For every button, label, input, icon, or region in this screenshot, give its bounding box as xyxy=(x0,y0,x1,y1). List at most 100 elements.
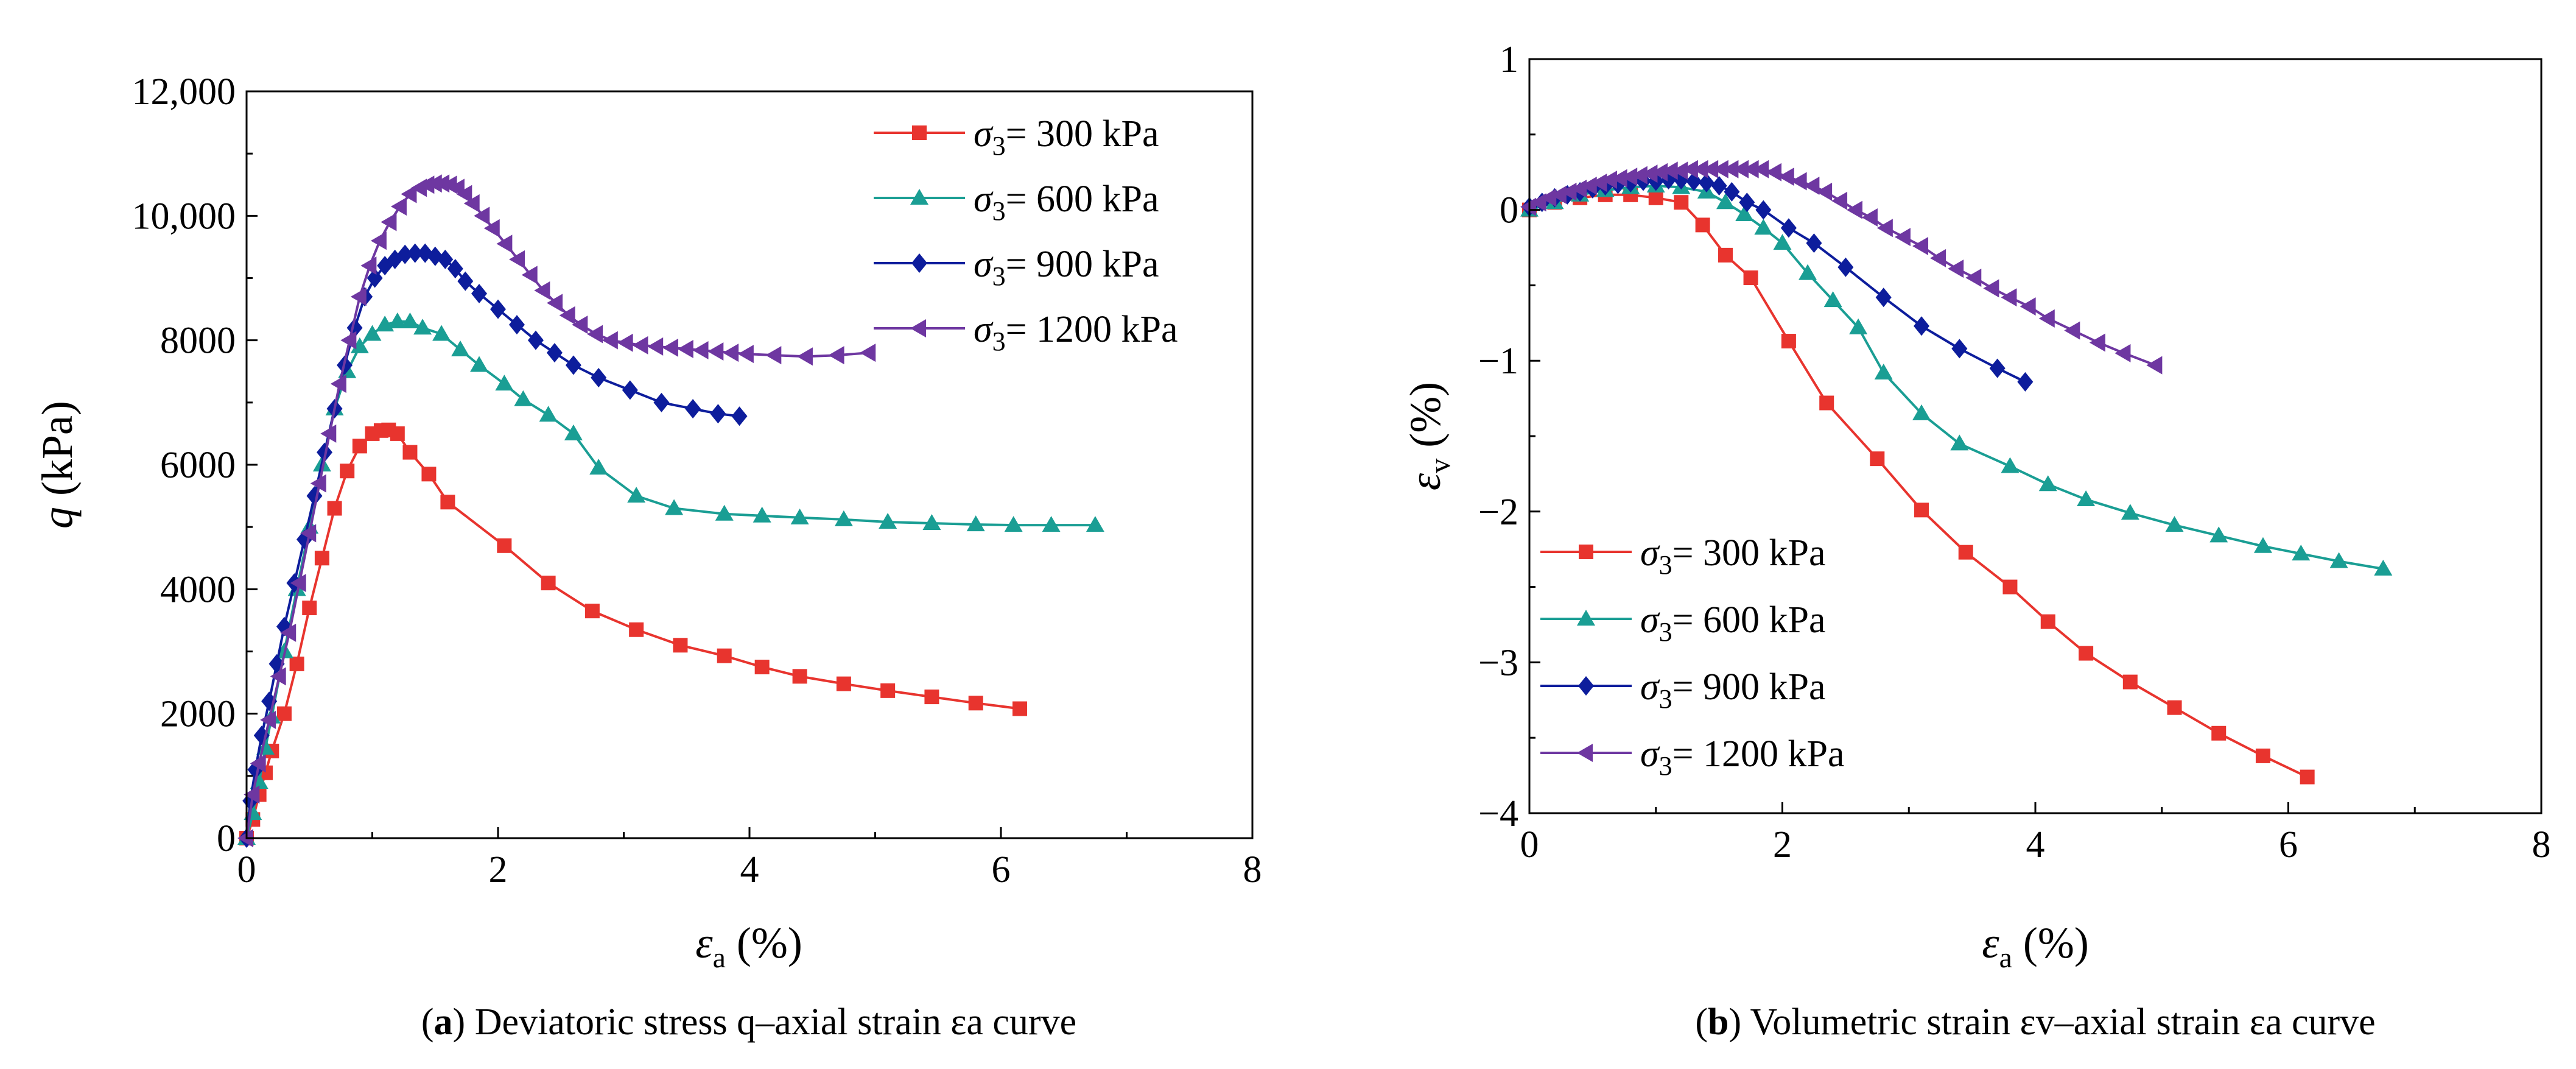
data-point-b-2 xyxy=(1739,192,1755,213)
chart-b-x-axis-title: εa (%) xyxy=(1982,919,2089,974)
data-point-a-1 xyxy=(401,312,419,329)
chart-a-legend: σ3= 300 kPa σ3= 600 kPa σ3= 900 kPa σ3= 120… xyxy=(874,113,1178,356)
data-point-a-3 xyxy=(320,424,337,443)
data-point-a-3 xyxy=(534,281,550,300)
data-point-a-3 xyxy=(360,256,377,275)
legend-label-a-2: σ3= 900 kPa xyxy=(974,244,1159,291)
data-point-a-3 xyxy=(483,219,500,238)
data-point-b-1 xyxy=(2292,545,2311,561)
data-point-b-3 xyxy=(1692,160,1708,178)
data-point-b-1 xyxy=(2374,559,2393,576)
data-point-a-3 xyxy=(828,346,844,365)
data-point-b-3 xyxy=(1846,200,1862,219)
data-point-a-3 xyxy=(587,325,603,344)
data-point-a-3 xyxy=(521,266,538,284)
data-point-b-2 xyxy=(1711,175,1727,196)
data-point-b-3 xyxy=(2089,333,2105,352)
data-point-b-2 xyxy=(1755,200,1772,220)
data-point-a-1 xyxy=(413,319,432,335)
series-line-a-2 xyxy=(245,252,740,839)
data-point-a-2 xyxy=(437,249,454,269)
chart-b-caption: (b) Volumetric strain εv–axial strain εa… xyxy=(1695,1001,2375,1043)
data-point-b-1 xyxy=(2038,475,2057,492)
data-point-a-3 xyxy=(509,250,525,269)
data-point-a-3 xyxy=(280,623,297,642)
data-point-a-3 xyxy=(418,175,435,194)
series-line-a-1 xyxy=(245,320,1095,839)
legend-marker-a-1 xyxy=(910,189,928,205)
data-point-b-0 xyxy=(1695,217,1710,233)
data-point-b-0 xyxy=(1743,270,1758,286)
legend-label-a-3: σ3= 1200 kPa xyxy=(974,309,1178,356)
data-point-b-3 xyxy=(1662,161,1678,180)
data-point-b-1 xyxy=(1773,234,1792,250)
data-point-a-1 xyxy=(834,510,853,526)
chart-a-y-tick-label: 12,000 xyxy=(132,71,236,113)
chart-a-x-tick-label: 8 xyxy=(1243,849,1262,891)
data-point-a-3 xyxy=(707,342,724,361)
data-point-b-3 xyxy=(2020,297,2036,316)
chart-a-y-tick-label: 0 xyxy=(217,818,236,859)
data-point-b-2 xyxy=(1724,182,1740,202)
data-point-b-0 xyxy=(1958,545,1973,560)
data-point-a-3 xyxy=(433,174,450,193)
data-point-b-2 xyxy=(1780,218,1797,238)
data-point-a-2 xyxy=(397,244,413,264)
data-point-a-0 xyxy=(276,706,292,721)
data-point-a-3 xyxy=(860,344,876,362)
data-point-b-0 xyxy=(2167,700,2182,715)
data-point-a-0 xyxy=(314,551,329,566)
data-point-b-3 xyxy=(1682,160,1698,178)
data-point-a-0 xyxy=(1012,701,1027,716)
chart-b-x-tick-label: 8 xyxy=(2532,824,2551,866)
data-point-a-1 xyxy=(564,424,583,440)
data-point-b-3 xyxy=(1601,171,1617,189)
data-point-b-1 xyxy=(1735,205,1754,222)
chart-a-x-tick-label: 4 xyxy=(740,849,759,891)
data-point-a-3 xyxy=(602,331,618,350)
data-point-b-3 xyxy=(1816,182,1833,201)
legend-marker-b-0 xyxy=(1579,545,1593,559)
data-point-b-3 xyxy=(2114,344,2131,362)
data-point-a-0 xyxy=(390,426,405,441)
data-point-a-1 xyxy=(1004,516,1023,532)
series-line-b-2 xyxy=(1529,178,2026,383)
data-point-a-2 xyxy=(447,259,463,279)
data-point-b-3 xyxy=(1722,160,1739,178)
data-point-a-0 xyxy=(880,683,896,698)
legend-label-b-3: σ3= 1200 kPa xyxy=(1640,733,1845,781)
data-point-b-1 xyxy=(1754,219,1773,235)
data-point-b-2 xyxy=(2017,372,2034,392)
data-point-a-0 xyxy=(541,576,556,591)
data-point-b-0 xyxy=(2079,646,2094,661)
legend-marker-a-0 xyxy=(912,125,927,140)
data-point-a-2 xyxy=(731,406,748,426)
data-point-a-0 xyxy=(754,660,770,675)
data-point-b-3 xyxy=(1930,249,1946,267)
chart-b-series-layer xyxy=(1520,160,2393,785)
data-point-a-2 xyxy=(471,284,488,304)
chart-a-caption: (a) Deviatoric stress q–axial strain εa … xyxy=(421,1001,1076,1043)
data-point-b-0 xyxy=(2300,769,2315,785)
data-point-a-0 xyxy=(924,690,939,705)
data-point-a-3 xyxy=(290,574,306,593)
data-point-b-1 xyxy=(1823,291,1842,308)
data-point-b-3 xyxy=(2064,321,2080,340)
data-point-a-1 xyxy=(495,375,514,391)
data-point-a-1 xyxy=(966,515,985,532)
data-point-a-2 xyxy=(508,315,525,335)
data-point-b-3 xyxy=(1540,188,1557,207)
legend-label-a-0: σ3= 300 kPa xyxy=(974,113,1159,161)
data-point-a-0 xyxy=(340,464,355,479)
data-point-a-2 xyxy=(490,299,506,319)
data-point-a-2 xyxy=(457,271,474,291)
data-point-b-2 xyxy=(1806,233,1822,253)
chart-a-y-tick-label: 8000 xyxy=(160,320,236,362)
data-point-a-2 xyxy=(591,367,607,387)
legend-marker-b-3 xyxy=(1577,744,1593,762)
data-point-a-2 xyxy=(527,330,544,350)
data-point-a-3 xyxy=(765,346,782,365)
legend-marker-a-2 xyxy=(911,253,927,273)
data-point-a-0 xyxy=(440,495,455,510)
data-point-a-1 xyxy=(790,508,809,524)
